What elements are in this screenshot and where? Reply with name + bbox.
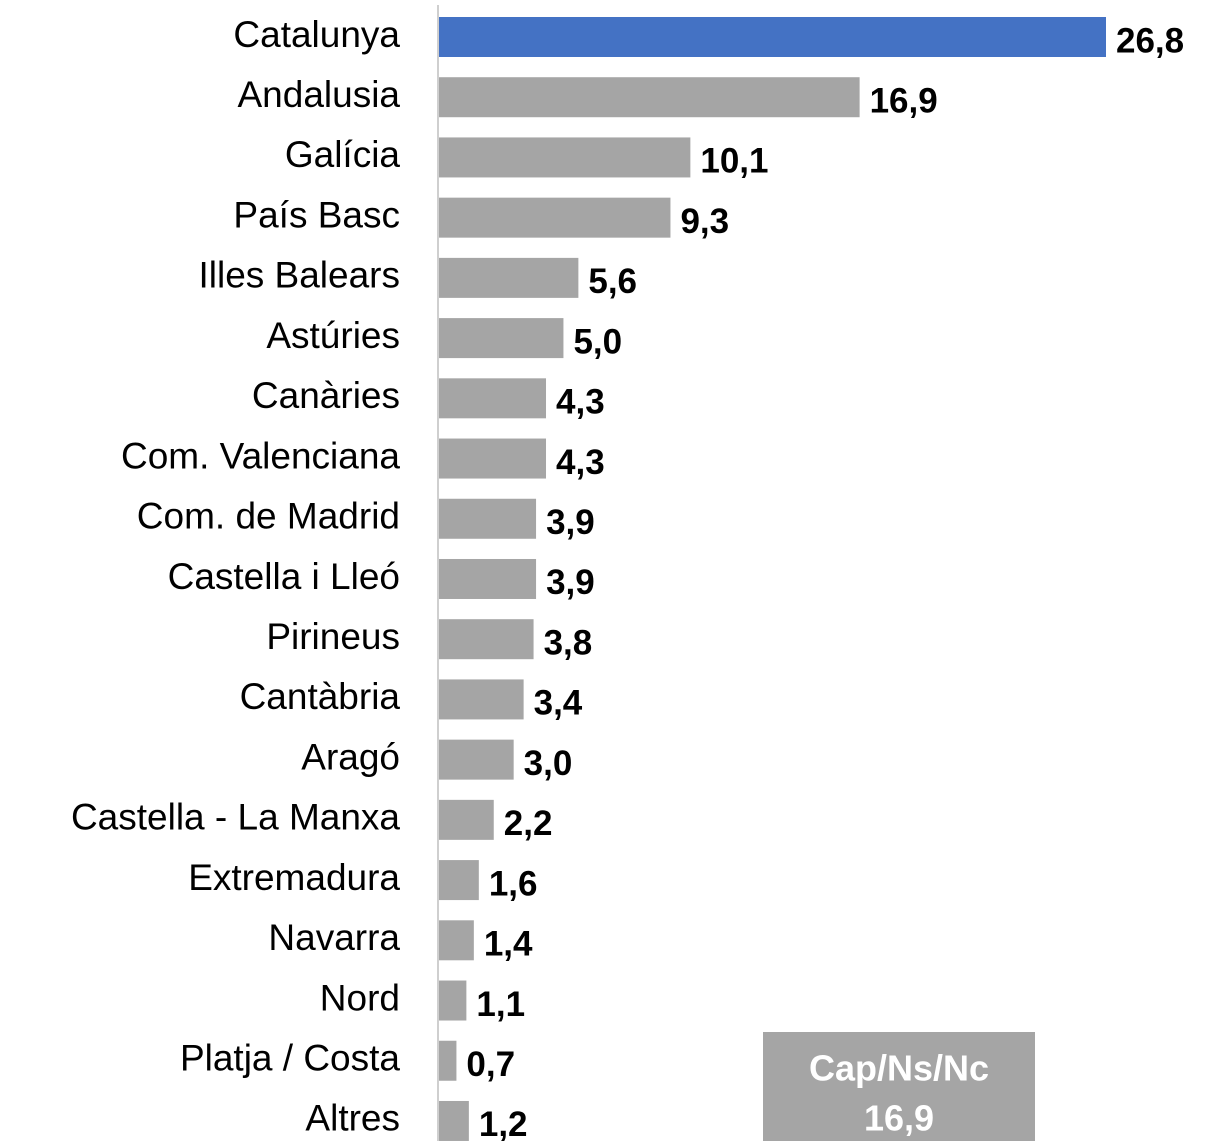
annotation-text: 16,9 [864, 1098, 934, 1139]
data-label: 3,8 [544, 623, 593, 662]
bar [439, 257, 579, 298]
bar [439, 1040, 457, 1081]
y-tick-label: Castella - La Manxa [71, 797, 400, 838]
bar [439, 1100, 469, 1141]
bar [439, 619, 534, 660]
y-tick-label: Cantàbria [240, 676, 401, 717]
bar [439, 799, 494, 840]
data-label: 1,6 [489, 864, 538, 903]
y-tick-label: Catalunya [233, 14, 400, 55]
bar [439, 77, 860, 118]
bar [439, 137, 691, 178]
bar [439, 17, 1106, 57]
data-label: 1,2 [479, 1105, 528, 1141]
data-label: 0,7 [466, 1045, 515, 1084]
bar [439, 197, 671, 238]
data-label: 4,3 [556, 443, 605, 482]
y-tick-label: Nord [320, 977, 400, 1018]
bar [439, 378, 547, 419]
data-label: 10,1 [700, 142, 768, 181]
y-tick-label: Com. de Madrid [137, 496, 400, 537]
y-tick-label: Navarra [268, 917, 400, 958]
data-label: 2,2 [504, 804, 553, 843]
y-tick-label: Canàries [252, 375, 400, 416]
data-label: 3,9 [546, 563, 595, 602]
y-tick-label: Castella i Lleó [168, 556, 400, 597]
data-label: 3,9 [546, 503, 595, 542]
data-label: 1,1 [476, 985, 525, 1024]
y-tick-label: Platja / Costa [180, 1038, 400, 1079]
y-tick-label: Pirineus [266, 616, 400, 657]
bar [439, 318, 564, 359]
annotation-box [763, 1032, 1035, 1141]
y-tick-label: Com. Valenciana [121, 435, 400, 476]
y-tick-label: Astúries [266, 315, 400, 356]
data-label: 3,4 [534, 684, 583, 723]
data-label: 16,9 [870, 81, 938, 120]
y-tick-label: Galícia [285, 134, 401, 175]
bar [439, 860, 479, 901]
y-tick-label: Extremadura [188, 857, 400, 898]
data-label: 26,8 [1116, 21, 1184, 60]
y-tick-label: Illes Balears [198, 255, 400, 296]
data-label: 1,4 [484, 925, 533, 964]
y-tick-label: País Basc [233, 194, 400, 235]
data-label: 5,0 [573, 322, 622, 361]
data-label: 9,3 [680, 202, 729, 241]
data-label: 5,6 [588, 262, 637, 301]
y-tick-label: Andalusia [237, 74, 400, 115]
data-label: 4,3 [556, 383, 605, 422]
bar [439, 920, 474, 961]
data-label: 3,0 [524, 744, 573, 783]
bar [439, 558, 537, 599]
y-tick-label: Altres [305, 1098, 400, 1139]
y-tick-label: Aragó [301, 736, 400, 777]
bar [439, 739, 514, 780]
bar [439, 679, 524, 720]
bar [439, 498, 537, 539]
bar [439, 438, 547, 479]
annotation-text: Cap/Ns/Nc [809, 1048, 989, 1089]
bar [439, 980, 467, 1021]
